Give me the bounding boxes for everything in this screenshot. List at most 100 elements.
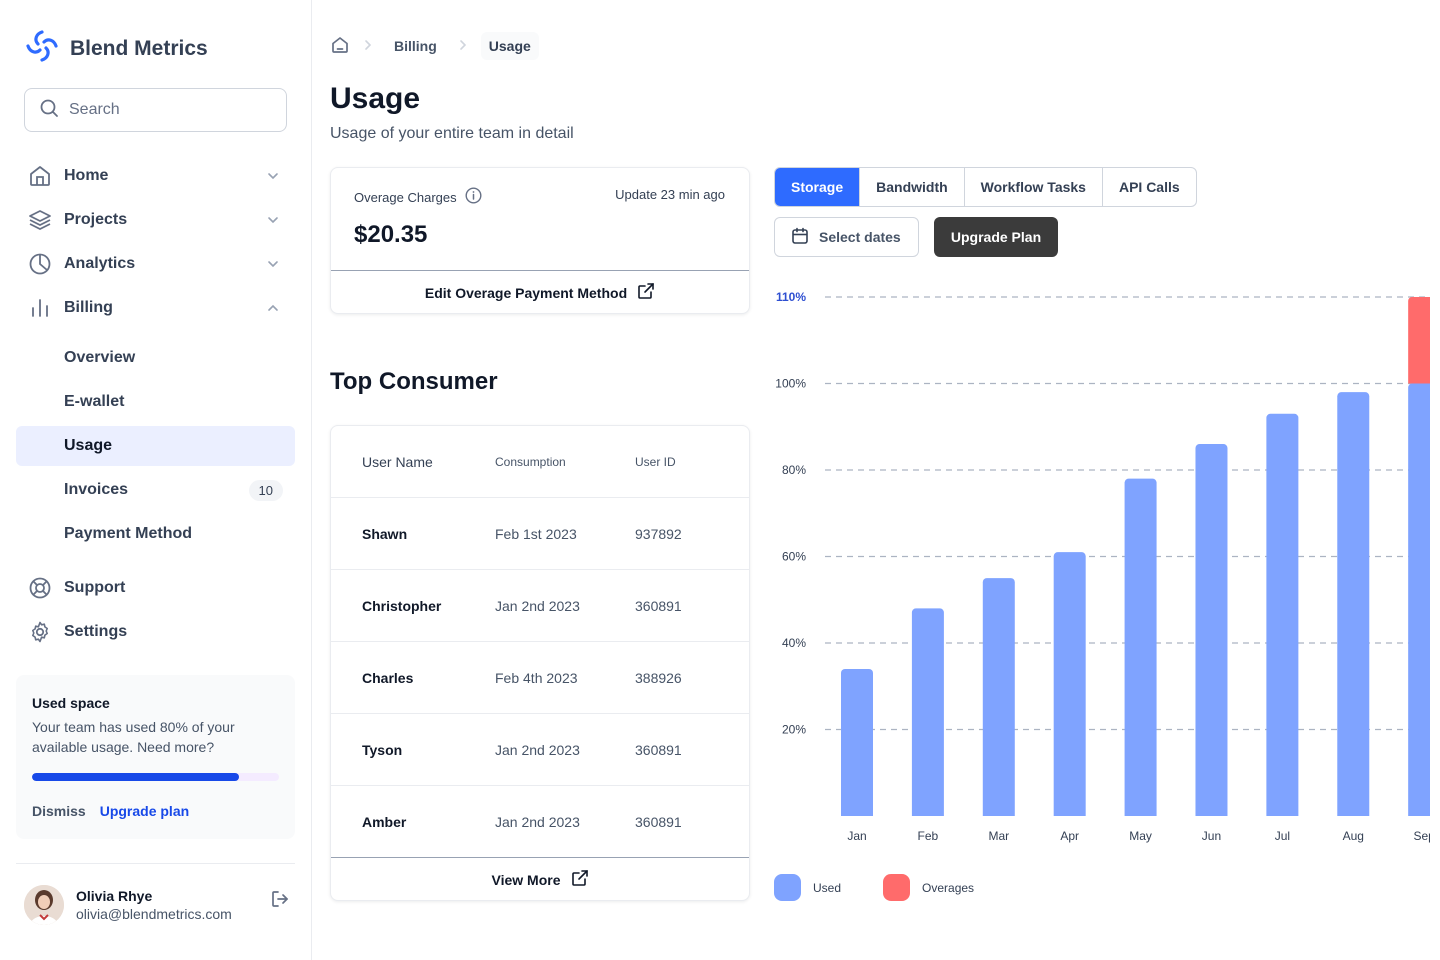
usage-progress-bar	[32, 773, 279, 781]
user-profile: Olivia Rhye olivia@blendmetrics.com	[24, 885, 290, 925]
upgrade-plan-link[interactable]: Upgrade plan	[99, 803, 190, 819]
bar-used	[911, 608, 944, 816]
nav-label: Settings	[64, 623, 128, 640]
nav-label: Analytics	[64, 255, 136, 272]
nav-item-projects[interactable]: Projects	[16, 198, 295, 242]
view-more-label: View More	[491, 871, 561, 888]
used-space-card: Used space Your team has used 80% of you…	[16, 675, 295, 839]
home-crumb-icon[interactable]	[330, 35, 350, 58]
column-header[interactable]: User Name	[362, 453, 433, 470]
cell-user-id: 360891	[635, 813, 682, 830]
cell-user-name: Christopher	[362, 597, 442, 614]
overage-card: Overage Charges Update 23 min ago $20.35…	[330, 167, 750, 314]
chevron-right-icon	[457, 38, 469, 54]
nav-item-analytics[interactable]: Analytics	[16, 242, 295, 286]
column-header[interactable]: User ID	[635, 454, 676, 469]
sidebar-item-overview[interactable]: Overview	[16, 338, 295, 378]
bar-overage	[1408, 297, 1430, 384]
nav-label: Projects	[64, 211, 128, 228]
search-input[interactable]	[69, 101, 269, 119]
tab-storage[interactable]: Storage	[775, 168, 861, 206]
column-header[interactable]: Consumption	[495, 454, 566, 469]
x-tick-label: Sep	[1413, 829, 1430, 843]
breadcrumb-usage[interactable]: Usage	[480, 32, 539, 60]
view-more-button[interactable]: View More	[331, 857, 749, 900]
page-subtitle: Usage of your entire team in detail	[330, 125, 574, 142]
info-icon[interactable]	[465, 187, 482, 207]
table-row[interactable]: Tyson Jan 2nd 2023 360891	[331, 714, 749, 786]
y-tick-label: 60%	[782, 550, 806, 564]
sub-item-label: Usage	[64, 437, 113, 454]
nav-label: Home	[64, 167, 109, 184]
used-space-title: Used space	[32, 695, 110, 711]
table-header: User Name Consumption User ID	[331, 426, 749, 498]
cell-user-name: Amber	[362, 813, 407, 830]
main-nav: Home Projects Analytics Billing O	[16, 154, 295, 654]
x-tick-label: Feb	[918, 829, 939, 843]
sidebar-item-ewallet[interactable]: E-wallet	[16, 382, 295, 422]
select-dates-button[interactable]: Select dates	[774, 217, 919, 257]
cell-user-id: 937892	[635, 525, 682, 542]
table-row[interactable]: Charles Feb 4th 2023 388926	[331, 642, 749, 714]
nav-item-settings[interactable]: Settings	[16, 610, 295, 654]
dismiss-button[interactable]: Dismiss	[32, 803, 86, 819]
calendar-icon	[791, 227, 809, 248]
top-consumer-table: User Name Consumption User ID Shawn Feb …	[330, 425, 750, 901]
table-row[interactable]: Amber Jan 2nd 2023 360891	[331, 786, 749, 858]
edit-payment-method-button[interactable]: Edit Overage Payment Method	[331, 270, 749, 314]
nav-item-billing[interactable]: Billing	[16, 286, 295, 330]
search-icon	[39, 98, 59, 123]
page-title: Usage	[330, 82, 421, 115]
sidebar-item-usage[interactable]: Usage	[16, 426, 295, 466]
overage-amount: $20.35	[354, 221, 428, 248]
chevron-down-icon	[263, 210, 283, 230]
usage-bar-chart: 20% 40% 60% 80% 100% 110% Jan Feb Mar Apr May Jun Ju…	[775, 290, 1430, 843]
y-tick-label: 40%	[782, 636, 806, 650]
nav-label: Billing	[64, 299, 113, 316]
x-tick-label: Jan	[847, 829, 866, 843]
overage-update-time: Update 23 min ago	[615, 187, 725, 202]
y-tick-label: 100%	[775, 377, 806, 391]
sidebar-item-payment-method[interactable]: Payment Method	[16, 514, 295, 554]
chart-legend: Used Overages	[774, 874, 1002, 901]
sidebar-item-invoices[interactable]: Invoices 10	[16, 470, 295, 510]
profile-info: Olivia Rhye olivia@blendmetrics.com	[76, 888, 232, 922]
profile-email: olivia@blendmetrics.com	[76, 906, 232, 922]
chevron-down-icon	[263, 166, 283, 186]
tab-api-calls[interactable]: API Calls	[1118, 179, 1180, 195]
table-row[interactable]: Shawn Feb 1st 2023 937892	[331, 498, 749, 570]
breadcrumb-billing[interactable]: Billing	[394, 38, 437, 54]
home-icon	[28, 164, 52, 188]
tab-bandwidth[interactable]: Bandwidth	[860, 168, 965, 206]
cell-user-id: 360891	[635, 597, 682, 614]
search-box[interactable]	[24, 88, 287, 132]
overage-label-row: Overage Charges	[354, 187, 482, 207]
cell-consumption: Feb 4th 2023	[495, 669, 578, 686]
sub-item-label: E-wallet	[64, 393, 125, 410]
cell-user-id: 360891	[635, 741, 682, 758]
x-tick-label: Jun	[1202, 829, 1221, 843]
cell-consumption: Feb 1st 2023	[495, 525, 577, 542]
nav-label: Support	[64, 579, 126, 596]
x-tick-label: Aug	[1343, 829, 1364, 843]
table-row[interactable]: Christopher Jan 2nd 2023 360891	[331, 570, 749, 642]
y-tick-label: 110%	[776, 290, 806, 304]
legend-swatch-overages	[883, 874, 911, 901]
nav-item-support[interactable]: Support	[16, 566, 295, 610]
brand[interactable]: Blend Metrics	[24, 28, 208, 69]
used-space-actions: Dismiss Upgrade plan	[32, 803, 279, 819]
cell-consumption: Jan 2nd 2023	[495, 813, 580, 830]
chevron-down-icon	[263, 254, 283, 274]
tab-workflow-tasks[interactable]: Workflow Tasks	[965, 168, 1103, 206]
used-space-text: Your team has used 80% of your available…	[32, 719, 235, 755]
avatar[interactable]	[24, 885, 64, 925]
nav-item-home[interactable]: Home	[16, 154, 295, 198]
legend-label-overages: Overages	[922, 880, 975, 895]
pie-chart-icon	[28, 252, 52, 276]
select-dates-label: Select dates	[819, 229, 901, 245]
sub-item-label: Invoices	[64, 481, 129, 498]
chevron-right-icon	[362, 38, 374, 54]
legend-swatch-used	[774, 874, 801, 901]
logout-icon[interactable]	[270, 889, 290, 914]
upgrade-plan-button[interactable]: Upgrade Plan	[934, 217, 1058, 257]
